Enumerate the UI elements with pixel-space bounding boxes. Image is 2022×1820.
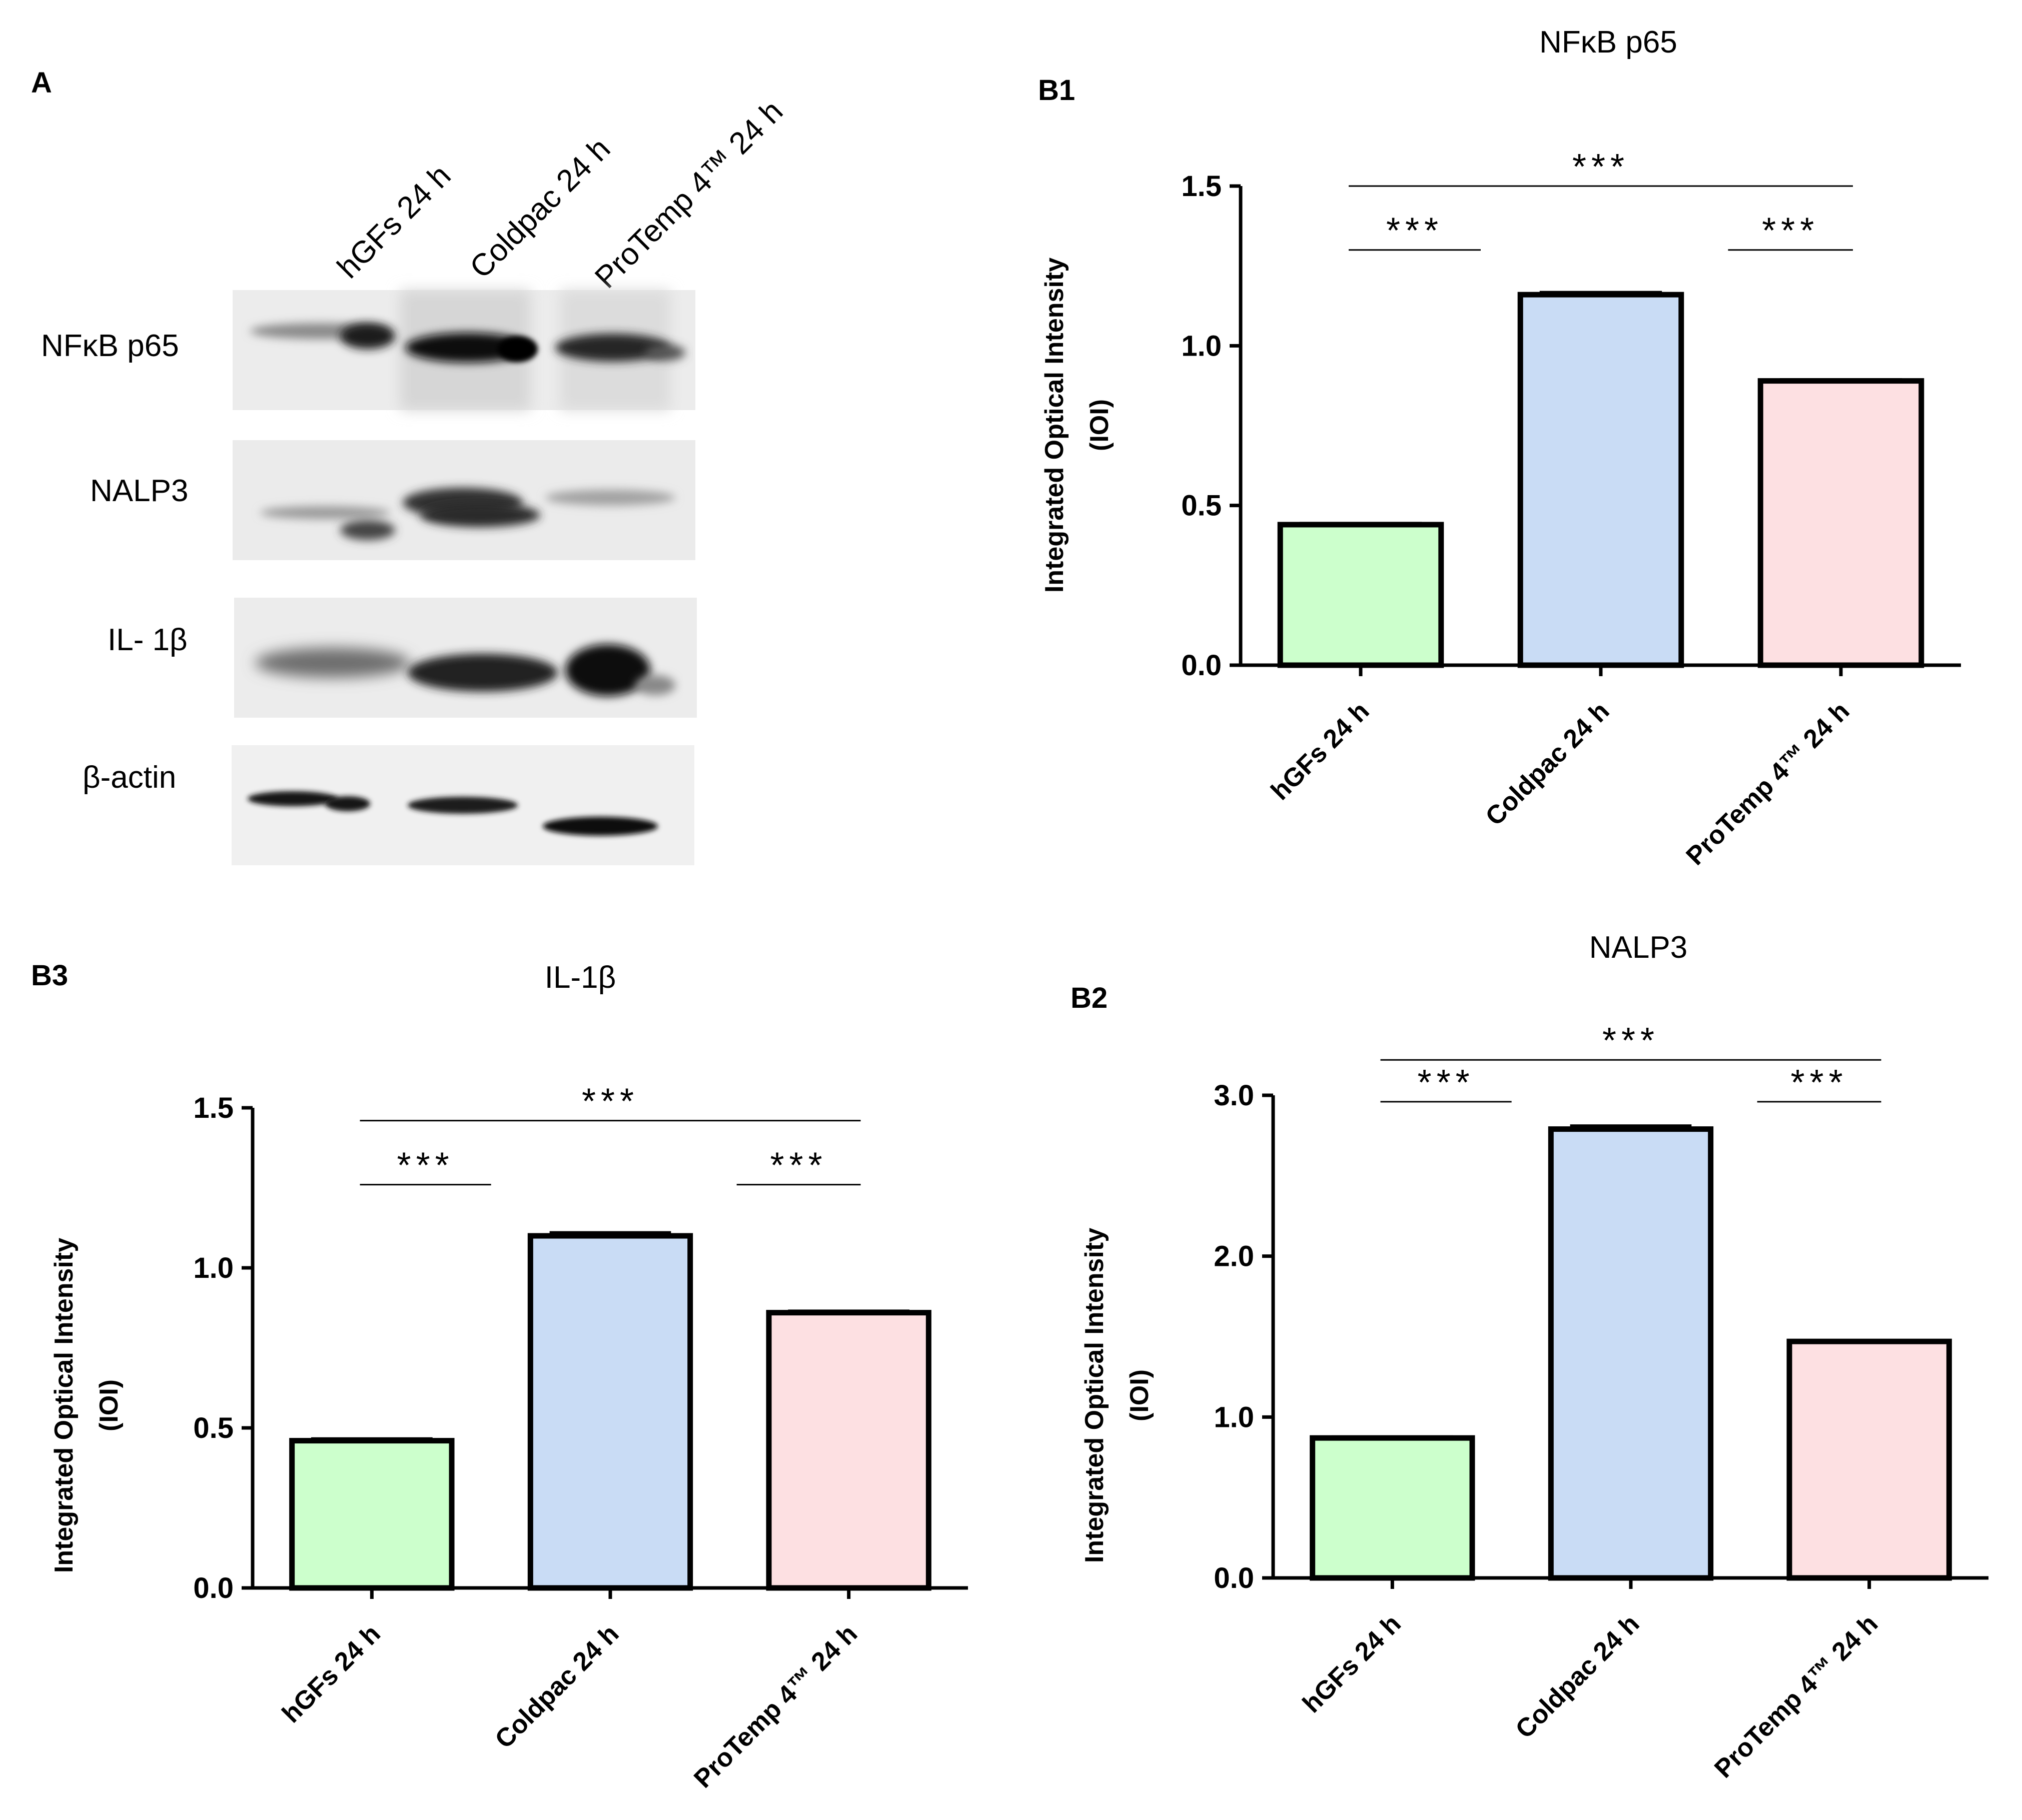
- blot-strip-il1b: [234, 598, 697, 718]
- plot-area-b2: 0.0 1.0 2.0 3.0 hGFs 24 h Coldpac 24 h ProTemp…: [1214, 1021, 1988, 1783]
- bar-b2-2: [1548, 1126, 1714, 1581]
- significance-label-b2-1: ***: [1602, 1021, 1659, 1061]
- y-axis-label-b1: Integrated Optical Intensity: [1040, 258, 1069, 593]
- bar-b3-1: [289, 1438, 455, 1591]
- y-tick-label-b2: 3.0: [1214, 1079, 1254, 1112]
- y-axis-unit-b3: (IOI): [95, 1379, 124, 1431]
- x-tick-label-b3-3: ProTemp 4™ 24 h: [688, 1619, 863, 1793]
- chart-title-b3: IL-1β: [545, 960, 616, 995]
- bar-b3-3: [766, 1310, 931, 1591]
- x-tick-label-b1-2: Coldpac 24 h: [1480, 696, 1615, 831]
- lane-label-hgfs: hGFs 24 h: [331, 158, 457, 285]
- lane-label-protemp: ProTemp 4™ 24 h: [588, 94, 789, 295]
- y-tick-label-b1: 0.5: [1181, 490, 1222, 522]
- significance-label-b1-1: ***: [1572, 147, 1629, 187]
- chart-b3: B3 IL-1β Integrated Optical Intensity (I…: [31, 959, 968, 1793]
- blot-strip-actin: [232, 745, 694, 865]
- western-blot-panel: A hGFs 24 h Coldpac 24 h ProTemp 4™ 24 h…: [31, 67, 789, 865]
- blot-label-actin: β-actin: [83, 760, 176, 795]
- x-tick-label-b1-3: ProTemp 4™ 24 h: [1681, 696, 1855, 871]
- bar-b1-2: [1517, 292, 1684, 668]
- blot-strip-nalp3: [233, 440, 695, 560]
- x-tick-label-b3-2: Coldpac 24 h: [490, 1619, 625, 1754]
- y-tick-label-b3: 0.0: [193, 1572, 234, 1604]
- chart-b2: B2 NALP3 Integrated Optical Intensity (I…: [1071, 930, 1988, 1783]
- panel-label-b2: B2: [1071, 982, 1108, 1014]
- y-tick-label-b3: 1.5: [193, 1092, 234, 1124]
- plot-area-b1: 0.0 0.5 1.0 1.5 hGFs 24 h Coldpac 24 h ProTemp…: [1181, 147, 1961, 871]
- bar-b1-3: [1757, 378, 1924, 668]
- significance-label-b3-1: ***: [582, 1082, 639, 1122]
- y-tick-label-b1: 1.0: [1181, 330, 1222, 362]
- y-tick-label-b1: 0.0: [1181, 649, 1222, 682]
- x-tick-label-b1-1: hGFs 24 h: [1266, 696, 1375, 806]
- y-tick-label-b1: 1.5: [1181, 170, 1222, 203]
- y-axis-label-b2: Integrated Optical Intensity: [1080, 1228, 1109, 1563]
- y-tick-label-b3: 0.5: [193, 1412, 234, 1444]
- y-axis-unit-b2: (IOI): [1125, 1369, 1154, 1421]
- bar-b1-1: [1277, 522, 1444, 668]
- x-tick-label-b2-2: Coldpac 24 h: [1510, 1609, 1645, 1744]
- y-axis-label-b3: Integrated Optical Intensity: [50, 1238, 79, 1573]
- blot-label-nfkb: NFκB p65: [41, 329, 179, 363]
- significance-label-b2-3: ***: [1791, 1063, 1848, 1103]
- significance-label-b3-2: ***: [397, 1146, 454, 1186]
- significance-label-b2-2: ***: [1418, 1063, 1475, 1103]
- blot-strip-nfkb: [233, 290, 695, 410]
- blot-label-nalp3: NALP3: [90, 474, 188, 508]
- chart-title-b1: NFκB p65: [1539, 25, 1677, 60]
- significance-label-b1-3: ***: [1762, 211, 1819, 251]
- panel-label-b3: B3: [31, 959, 68, 992]
- lane-label-coldpac: Coldpac 24 h: [463, 132, 617, 285]
- plot-area-b3: 0.0 0.5 1.0 1.5 hGFs 24 h Coldpac 24 h ProTemp…: [193, 1082, 968, 1793]
- blot-label-il1b: IL- 1β: [108, 623, 188, 657]
- x-tick-label-b2-3: ProTemp 4™ 24 h: [1709, 1609, 1883, 1783]
- bar-b2-3: [1786, 1338, 1952, 1581]
- bar-b2-1: [1310, 1435, 1475, 1581]
- x-tick-label-b3-1: hGFs 24 h: [277, 1619, 386, 1728]
- y-tick-label-b3: 1.0: [193, 1252, 234, 1284]
- bar-b3-2: [527, 1233, 693, 1591]
- y-tick-label-b2: 2.0: [1214, 1240, 1254, 1273]
- y-axis-unit-b1: (IOI): [1085, 399, 1114, 451]
- panel-label-b1: B1: [1038, 74, 1075, 107]
- y-tick-label-b2: 1.0: [1214, 1401, 1254, 1433]
- chart-b1: B1 NFκB p65 Integrated Optical Intensity…: [1038, 25, 1961, 871]
- panel-label-a: A: [31, 67, 52, 99]
- y-tick-label-b2: 0.0: [1214, 1562, 1254, 1594]
- x-tick-label-b2-1: hGFs 24 h: [1297, 1609, 1407, 1718]
- chart-title-b2: NALP3: [1589, 930, 1687, 965]
- significance-label-b1-2: ***: [1386, 211, 1443, 251]
- significance-label-b3-3: ***: [770, 1146, 827, 1186]
